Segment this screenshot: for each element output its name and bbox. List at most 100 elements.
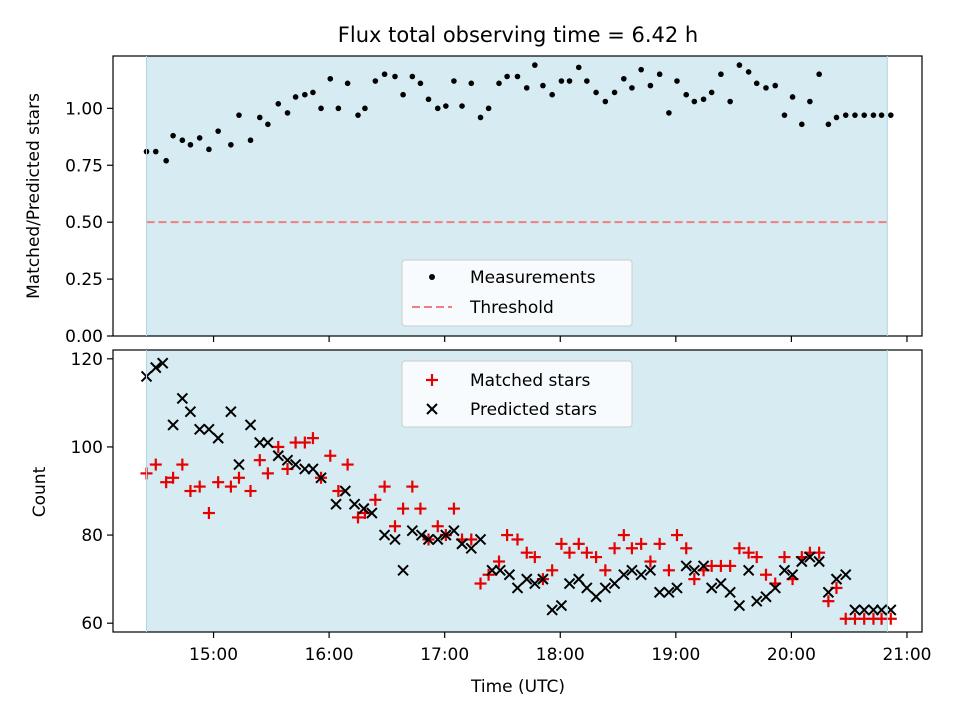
predicted-star-point: [156, 357, 169, 369]
predicted-star-point: [751, 595, 763, 607]
x-tick-label: 19:00: [651, 645, 700, 665]
predicted-star-point: [358, 502, 370, 515]
matched-star-point: [555, 537, 568, 550]
predicted-star-point: [813, 555, 825, 568]
measurement-point: [540, 82, 546, 89]
measurement-point: [409, 73, 416, 80]
measurement-point: [335, 105, 342, 112]
matched-star-point: [176, 458, 189, 471]
predicted-star-point: [378, 529, 391, 541]
predicted-star-point: [254, 436, 266, 449]
matched-star-point: [635, 537, 648, 550]
measurement-point: [236, 112, 242, 118]
matched-star-point: [332, 485, 345, 497]
predicted-star-point: [573, 573, 585, 585]
predicted-star-point: [422, 533, 435, 546]
matched-star-point: [778, 551, 791, 564]
measurement-point: [727, 98, 733, 105]
legend-label-predicted: Predicted stars: [470, 400, 597, 420]
predicted-star-point: [486, 564, 498, 577]
predicted-star-point: [281, 454, 294, 466]
measurement-point: [549, 91, 555, 98]
legend-marker-measurements: [429, 274, 435, 280]
x-tick-label: 20:00: [767, 645, 816, 665]
measurement-point: [179, 137, 186, 144]
predicted-star-point: [733, 599, 746, 612]
measurement-point: [206, 146, 212, 153]
measurement-point: [372, 78, 379, 84]
predicted-star-point: [529, 577, 541, 590]
count-panel-frame: [112, 349, 923, 633]
predicted-star-point: [830, 573, 843, 585]
count-legend: Matched stars Predicted stars: [401, 360, 633, 428]
matched-star-point: [563, 546, 576, 559]
predicted-star-point: [644, 564, 657, 577]
measurement-point: [187, 141, 194, 148]
predicted-star-point: [330, 498, 342, 510]
measurement-point: [496, 80, 502, 87]
measurement-point: [683, 91, 690, 98]
matched-star-point: [232, 471, 245, 484]
measurement-point: [842, 112, 849, 118]
measurement-point: [833, 114, 840, 121]
measurement-point: [878, 112, 885, 118]
x-tick-label: 18:00: [536, 645, 585, 665]
predicted-star-point: [406, 524, 419, 537]
y-tick-label: 100: [71, 438, 103, 458]
measurement-point: [459, 103, 465, 109]
predicted-star-point: [546, 604, 558, 616]
predicted-star-point: [176, 392, 189, 405]
matched-star-point: [253, 454, 266, 467]
measurement-point: [674, 78, 680, 84]
measurement-point: [247, 137, 254, 144]
matched-star-point: [149, 458, 162, 471]
measurement-point: [196, 135, 203, 141]
y-tick-label: 0.50: [65, 213, 103, 233]
predicted-star-point: [688, 564, 701, 577]
legend-label-threshold: Threshold: [469, 298, 554, 318]
matched-star-point: [724, 559, 737, 572]
matched-star-point: [224, 480, 237, 493]
measurement-point: [887, 112, 894, 118]
matched-star-point: [528, 551, 541, 564]
y-tick-label: 60: [81, 614, 103, 634]
measurement-point: [468, 80, 475, 87]
matched-star-point: [397, 502, 410, 515]
matched-star-point: [244, 485, 257, 497]
predicted-star-point: [348, 498, 361, 510]
y-tick-label: 120: [71, 350, 103, 370]
measurement-point: [789, 94, 796, 100]
measurement-point: [602, 98, 609, 105]
measurement-point: [163, 157, 169, 164]
matched-star-point: [369, 493, 382, 506]
predicted-star-point: [150, 361, 162, 374]
matched-star-point: [212, 476, 225, 489]
legend-label-measurements: Measurements: [470, 268, 596, 288]
y-tick-label: 0.25: [65, 270, 103, 290]
measurement-point: [700, 96, 707, 103]
count-y-ticks: 60 80 100 120: [71, 350, 113, 634]
predicted-star-point: [875, 604, 888, 616]
measurement-point: [825, 121, 832, 128]
matched-star-point: [306, 432, 319, 445]
predicted-star-point: [635, 569, 647, 581]
measurement-point: [575, 64, 582, 71]
matched-star-point: [298, 436, 311, 449]
predicted-star-point: [537, 573, 549, 585]
matched-star-point: [352, 511, 365, 524]
matched-star-point: [822, 595, 835, 608]
ratio-y-axis-label: Matched/Predicted stars: [24, 93, 44, 299]
matched-star-point: [662, 564, 675, 577]
measurement-point: [275, 101, 282, 107]
predicted-star-markers: [140, 357, 897, 616]
measurement-point: [611, 89, 618, 96]
measurement-point: [170, 132, 176, 139]
matched-star-point: [501, 529, 514, 542]
count-legend-box: [401, 360, 633, 428]
measurement-point: [621, 75, 627, 82]
matched-star-point: [680, 542, 693, 555]
measurement-points: [143, 62, 894, 164]
measurement-point: [228, 141, 234, 148]
predicted-star-point: [778, 564, 791, 577]
